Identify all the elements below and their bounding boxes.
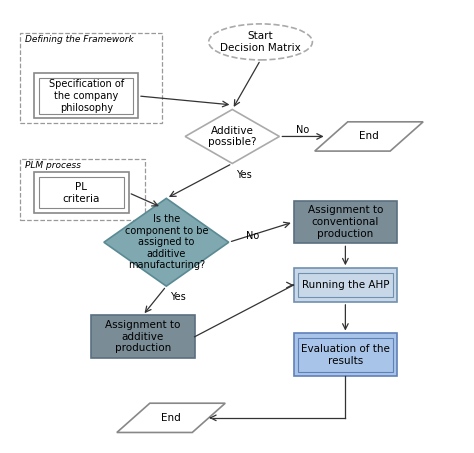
FancyBboxPatch shape — [298, 338, 392, 372]
Text: Evaluation of the
results: Evaluation of the results — [301, 344, 390, 366]
FancyBboxPatch shape — [293, 268, 397, 302]
FancyBboxPatch shape — [293, 201, 397, 243]
Text: Start
Decision Matrix: Start Decision Matrix — [220, 31, 301, 53]
FancyBboxPatch shape — [39, 78, 133, 114]
Text: Defining the Framework: Defining the Framework — [25, 35, 134, 44]
Text: Assignment to
additive
production: Assignment to additive production — [105, 320, 181, 353]
Text: End: End — [161, 413, 181, 423]
Text: Running the AHP: Running the AHP — [301, 280, 389, 290]
Text: End: End — [359, 131, 379, 141]
FancyBboxPatch shape — [91, 315, 195, 358]
Polygon shape — [117, 403, 225, 433]
Polygon shape — [315, 122, 423, 151]
Text: Yes: Yes — [170, 292, 186, 303]
FancyBboxPatch shape — [20, 159, 145, 220]
FancyBboxPatch shape — [39, 177, 124, 208]
Text: Specification of
the company
philosophy: Specification of the company philosophy — [49, 79, 124, 112]
Text: Is the
component to be
assigned to
additive
manufacturing?: Is the component to be assigned to addit… — [125, 214, 208, 270]
Text: Additive
possible?: Additive possible? — [208, 125, 256, 147]
Ellipse shape — [209, 24, 312, 60]
FancyBboxPatch shape — [298, 273, 392, 298]
FancyBboxPatch shape — [293, 333, 397, 376]
Text: PL
criteria: PL criteria — [63, 182, 100, 203]
Text: PLM process: PLM process — [25, 161, 81, 170]
Text: Yes: Yes — [236, 170, 252, 180]
Text: No: No — [246, 231, 259, 241]
FancyBboxPatch shape — [35, 173, 128, 213]
Text: Assignment to
conventional
production: Assignment to conventional production — [308, 205, 383, 239]
Polygon shape — [104, 198, 229, 286]
Text: No: No — [296, 125, 310, 135]
FancyBboxPatch shape — [35, 73, 138, 118]
Polygon shape — [185, 110, 279, 164]
FancyBboxPatch shape — [20, 33, 162, 123]
